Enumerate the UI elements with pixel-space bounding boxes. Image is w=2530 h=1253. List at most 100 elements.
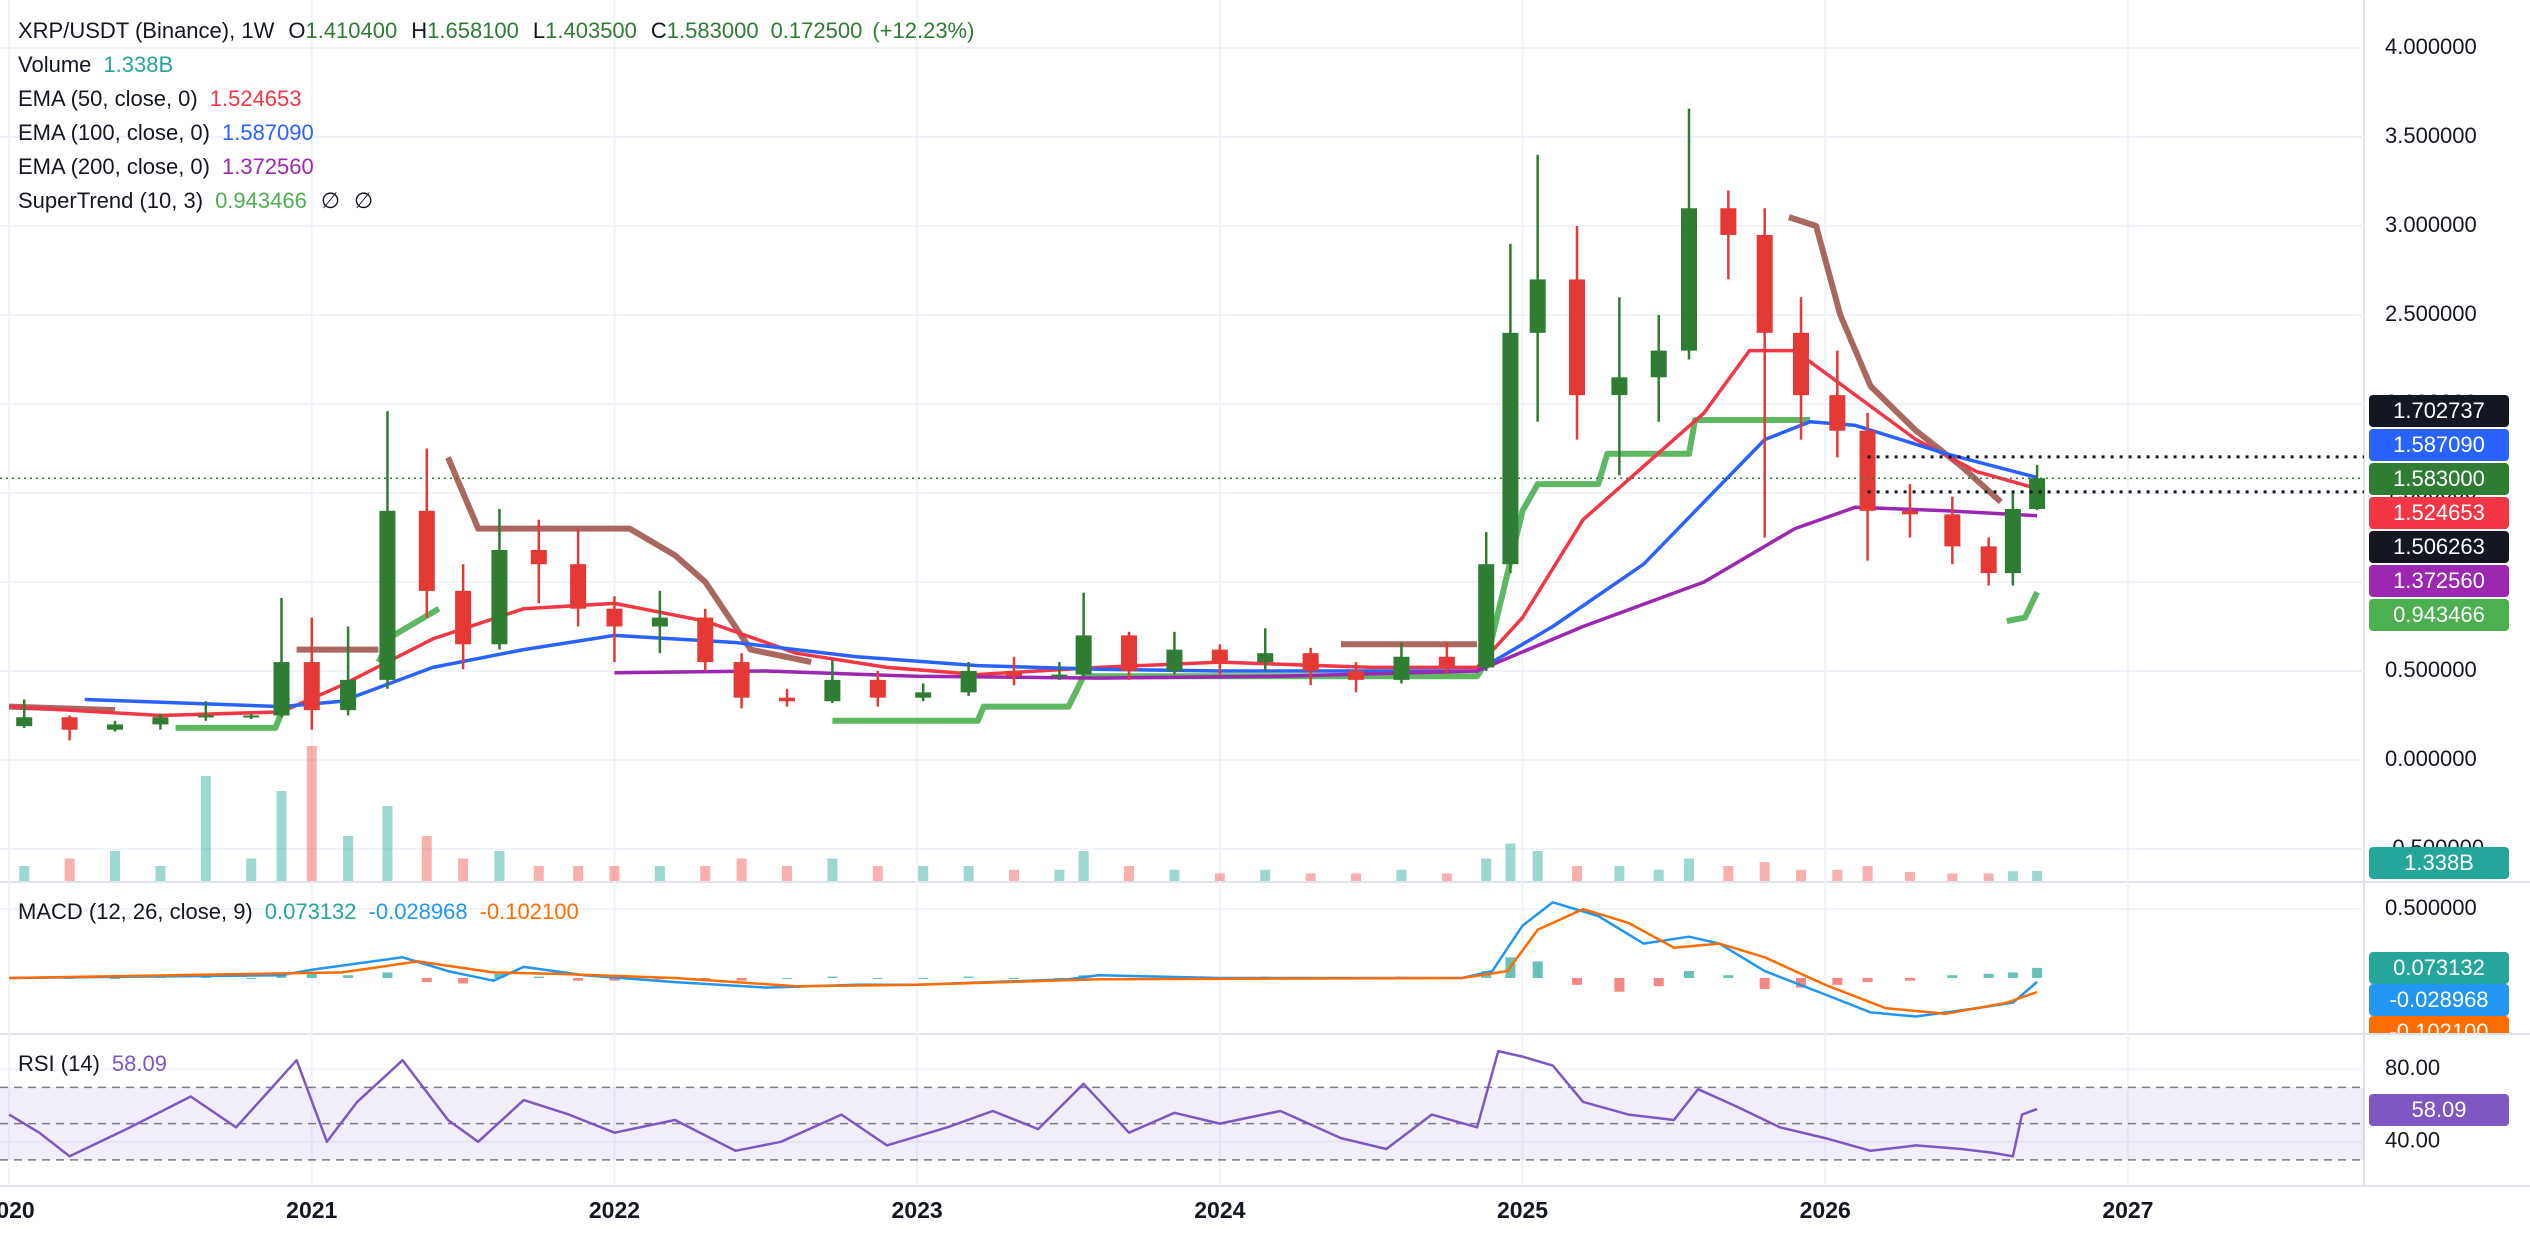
candle-body [1257,653,1274,663]
legend-item: 1.338B [103,52,173,77]
price-tag-box [2369,1094,2509,1126]
legend: SuperTrend (10, 3) 0.943466 ∅ ∅ [18,188,373,213]
macd-histogram-bar [872,977,883,979]
candle-body [1075,635,1092,675]
legend-item: 1.372560 [222,154,314,179]
price-tag-box [2369,984,2509,1016]
candle-body [824,679,841,702]
price-tag-label: 0.943466 [2393,602,2485,627]
candle-body [1569,279,1586,396]
x-tick-label: 2022 [589,1197,640,1223]
volume-bar [1832,869,1843,881]
volume-bar [963,866,974,881]
volume-bar [872,866,883,881]
macd-histogram-bar [963,976,974,978]
x-tick-label: 2027 [2102,1197,2153,1223]
candle-body [733,662,750,698]
price-tag-label: 1.583000 [2393,466,2485,491]
legend-item: 0.073132 [265,899,357,924]
volume-bar [654,866,665,881]
price-tag-box [2369,429,2509,461]
candle-body [960,670,977,693]
macd-histogram-bar [827,976,838,978]
macd-histogram-bar [1723,975,1734,978]
y-tick-label: 0.500000 [2385,895,2477,920]
volume-bar [110,851,121,881]
volume-bar [609,866,620,881]
candle-body [197,715,214,718]
volume-bar [1260,869,1271,881]
candle-body [340,679,357,711]
candle-body [606,608,623,627]
macd-histogram-bar [421,977,432,983]
macd-histogram-bar [1832,977,1843,985]
volume-bar [1653,869,1664,881]
legend-item: EMA (100, close, 0) [18,120,210,145]
legend-item: C [651,18,667,43]
macd-histogram-bar [1759,977,1770,989]
candle-body [303,662,320,711]
candle-body [915,692,932,698]
macd-histogram-bar [382,972,393,978]
candle-body [1302,653,1319,671]
volume-bar [1396,869,1407,881]
macd-histogram-bar [276,975,287,978]
legend-item: ∅ [354,188,373,213]
price-tag-box [2369,847,2509,879]
price-tag-box [2369,497,2509,529]
volume-bar [1441,873,1452,881]
volume-bar [246,858,257,881]
macd-histogram-bar [609,977,620,981]
candle-body [1121,635,1138,671]
legend-item: 1.403500 [545,18,637,43]
macd-histogram-bar [306,973,317,978]
macd-histogram-bar [573,977,584,981]
macd-histogram-bar [1532,961,1543,978]
price-tag-label: -0.028968 [2389,987,2488,1012]
price-tag-box [2369,565,2509,597]
legend-item: XRP/USDT (Binance), 1W [18,18,275,43]
price-tag-box [2369,531,2509,563]
candle-body [2029,478,2046,509]
legend-item: ∅ [321,188,340,213]
legend-item: EMA (200, close, 0) [18,154,210,179]
legend: RSI (14) 58.09 [18,1051,167,1076]
candle-body [1166,649,1183,671]
candle-body [1211,649,1228,663]
candle-body [16,717,33,727]
volume-bar [1904,872,1915,881]
macd-histogram-bar [533,976,544,978]
legend-item: EMA (50, close, 0) [18,86,198,111]
candle-body [2004,509,2021,574]
price-tag: 1.702737 [2369,395,2509,427]
y-tick-label: 40.00 [2385,1128,2440,1153]
legend-item: -0.028968 [369,899,468,924]
candle-body [61,717,78,730]
legend: EMA (50, close, 0) 1.524653 [18,86,302,111]
price-tag: 1.506263 [2369,531,2509,563]
price-tag-box [2369,463,2509,495]
macd-histogram-bar [343,975,354,978]
volume-bar [1305,873,1316,881]
price-tag-label: 1.702737 [2393,398,2485,423]
volume-bar [1795,869,1806,881]
price-tag: 1.583000 [2369,463,2509,495]
legend: XRP/USDT (Binance), 1W O1.410400 H1.658100… [18,18,974,43]
candle-body [1681,208,1698,351]
legend-item: 0.943466 [215,188,307,213]
candle-body [1944,514,1961,547]
macd-histogram-bar [246,977,257,979]
candle-body [418,510,435,591]
volume-bar [1214,873,1225,881]
volume-bar [1532,851,1543,881]
candle-body [1502,332,1519,565]
macd-histogram-bar [200,976,211,978]
volume-bar [343,836,354,881]
candle-body [1438,656,1455,668]
price-tag-label: 1.587090 [2393,432,2485,457]
price-tag: 0.073132 [2369,952,2509,984]
macd-histogram-bar [1862,977,1873,983]
volume-bar [736,858,747,881]
macd-histogram-bar [110,977,121,979]
price-tag: 1.524653 [2369,497,2509,529]
